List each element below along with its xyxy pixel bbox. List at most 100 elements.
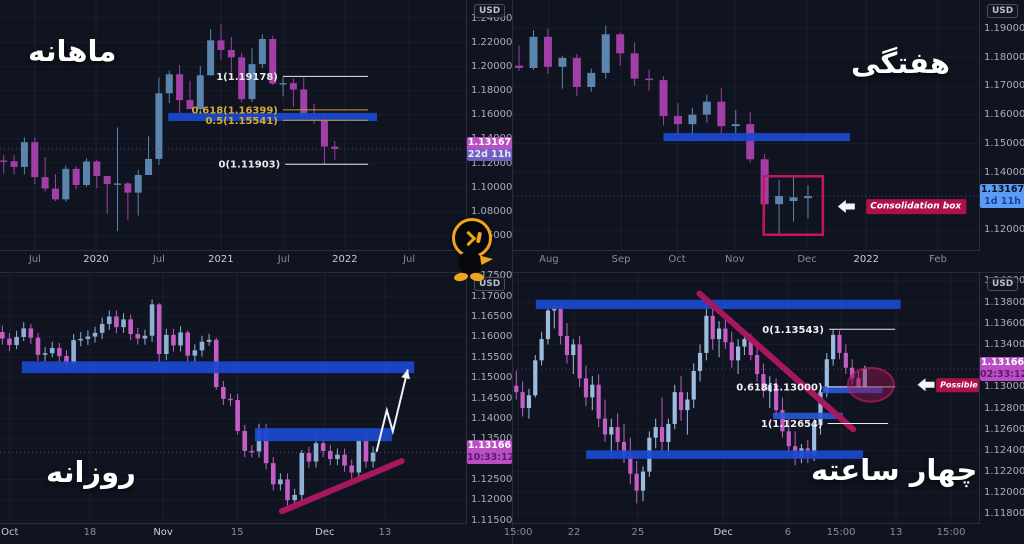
- time-tick: Jul: [28, 254, 41, 265]
- panel-title-monthly: ماهانه: [28, 34, 117, 68]
- support-resistance-band: [535, 299, 901, 310]
- mascot-character: [450, 218, 502, 286]
- mascot-foot: [469, 272, 485, 282]
- fib-level-label: 0(1.13543): [762, 325, 824, 336]
- price-tick: 1.14000: [984, 166, 1024, 178]
- fib-level-label: 0.618(1.13000): [736, 382, 822, 393]
- price-tick: 1.10000: [471, 181, 513, 193]
- price-tick: 1.12000: [471, 494, 513, 506]
- daily-time-axis[interactable]: Oct 18 Nov 15 Dec 13: [0, 524, 466, 544]
- time-tick: 25: [631, 527, 645, 538]
- price-tick: 1.12400: [984, 444, 1024, 456]
- trendline: [696, 290, 857, 433]
- weekly-canvas: Consolidation box: [513, 0, 979, 250]
- current-price-label: 1.13166 02:33:12: [980, 357, 1024, 382]
- monthly-time-axis[interactable]: Jul 2020 Jul 2021 Jul 2022 Jul: [0, 251, 466, 271]
- time-tick: Jul: [152, 254, 165, 265]
- price-tick: 1.17500: [471, 270, 513, 282]
- mascot-pointing-hand-icon: [480, 255, 493, 265]
- trendline: [278, 458, 405, 515]
- annotation-label-bg: [866, 199, 967, 215]
- price-tick: 1.13000: [984, 381, 1024, 393]
- time-tick: 2022: [332, 254, 358, 265]
- price-tick: 1.13600: [984, 317, 1024, 329]
- support-resistance-band: [168, 112, 377, 122]
- panel-daily: روزانه USD 1.13166 10:33:12 1.17500 1.170…: [0, 270, 513, 544]
- weekly-time-axis[interactable]: Aug Sep Oct Nov Dec 2022 Feb: [513, 251, 979, 271]
- time-tick: Jul: [403, 254, 416, 265]
- time-tick: Oct: [1, 527, 19, 538]
- currency-badge: USD: [987, 4, 1019, 18]
- time-tick: Dec: [315, 527, 335, 538]
- price-tick: 1.16000: [471, 109, 513, 121]
- price-tick: 1.19000: [984, 22, 1024, 34]
- time-tick: 15:00: [826, 527, 856, 538]
- daily-chart-plot[interactable]: [0, 273, 467, 524]
- annotation-label-bg: [936, 378, 979, 393]
- time-tick: 13: [378, 527, 392, 538]
- support-resistance-band: [773, 412, 843, 420]
- annotation-label: Possible BUY area: [940, 381, 979, 390]
- time-tick: Nov: [153, 527, 173, 538]
- time-tick: 2022: [853, 254, 879, 265]
- projection-arrow: [375, 369, 409, 452]
- price-tick: 1.17000: [984, 80, 1024, 92]
- weekly-price-axis[interactable]: USD 1.13167 1d 11h 1.19000 1.18000 1.17000…: [980, 0, 1024, 250]
- weekly-chart-plot[interactable]: Consolidation box: [513, 0, 980, 251]
- highlight-ellipse: [846, 366, 895, 403]
- price-tick: 1.15000: [984, 137, 1024, 149]
- arrow-left-icon: [837, 200, 855, 214]
- arrow-left-icon: [917, 378, 935, 392]
- monthly-chart-plot[interactable]: 1(1.19178) 0.618(1.16399) 0.5(1.15541) 0(1.…: [0, 0, 467, 251]
- candles: [0, 299, 376, 507]
- four-hour-price-axis[interactable]: USD 1.13166 02:33:12 1.140001.138001.136…: [980, 273, 1024, 523]
- price-tick: 1.12600: [984, 423, 1024, 435]
- four-hour-canvas: 0(1.13543) 0.618(1.13000) 1(1.12654) Possib…: [513, 273, 979, 523]
- time-tick: Oct: [668, 254, 686, 265]
- price-tick: 1.12800: [984, 402, 1024, 414]
- four-hour-time-axis[interactable]: 15:00 22 25 Dec 6 15:00 13 15:00: [504, 524, 979, 544]
- time-tick: Jul: [277, 254, 290, 265]
- currency-badge: USD: [474, 277, 506, 291]
- current-price-label: 1.13167 22d 11h: [467, 136, 512, 161]
- price-tick: 1.24000: [471, 12, 513, 24]
- time-tick: Aug: [539, 254, 559, 265]
- time-tick: Sep: [611, 254, 631, 265]
- currency-badge: USD: [987, 277, 1019, 291]
- four-hour-chart-plot[interactable]: 0(1.13543) 0.618(1.13000) 1(1.12654) Possib…: [513, 273, 980, 524]
- price-tick: 1.18000: [471, 85, 513, 97]
- candles: [514, 298, 867, 504]
- current-price-label: 1.13166 10:33:12: [467, 440, 512, 465]
- price-tick: 1.13400: [984, 338, 1024, 350]
- time-tick: 2021: [208, 254, 234, 265]
- time-tick: 15:00: [936, 527, 966, 538]
- price-tick: 1.16500: [471, 311, 513, 323]
- monthly-canvas: 1(1.19178) 0.618(1.16399)0.5(1.15541) 0(1.…: [0, 0, 466, 250]
- price-tick: 1.18000: [984, 51, 1024, 63]
- support-resistance-band: [822, 386, 883, 394]
- price-tick: 1.20000: [471, 60, 513, 72]
- time-tick: 22: [567, 527, 581, 538]
- consolidation-box-outline: [762, 175, 825, 236]
- current-price-label: 1.13167 1d 11h: [980, 184, 1024, 209]
- price-tick: 1.08000: [471, 205, 513, 217]
- support-resistance-band: [254, 428, 392, 442]
- time-tick: Dec: [713, 527, 733, 538]
- price-tick: 1.11500: [471, 514, 513, 526]
- price-tick: 1.12500: [471, 473, 513, 485]
- price-tick: 1.17000: [471, 290, 513, 302]
- monthly-price-axis[interactable]: USD 1.13167 22d 11h 1.24000 1.22000 1.2000…: [467, 0, 512, 250]
- time-tick: 15: [230, 527, 244, 538]
- price-tick: 1.15000: [471, 372, 513, 384]
- price-tick: 1.16000: [471, 331, 513, 343]
- price-tick: 1.16000: [984, 109, 1024, 121]
- time-tick: Nov: [725, 254, 745, 265]
- time-tick: 6: [784, 527, 792, 538]
- candles: [0, 24, 339, 232]
- price-tick: 1.22000: [471, 36, 513, 48]
- fib-level-label: 1(1.12654): [761, 419, 823, 430]
- daily-price-axis[interactable]: USD 1.13166 10:33:12 1.17500 1.17000 1.165…: [467, 270, 513, 526]
- currency-badge: USD: [474, 4, 506, 18]
- fib-level-label: 1(1.19178): [216, 72, 278, 83]
